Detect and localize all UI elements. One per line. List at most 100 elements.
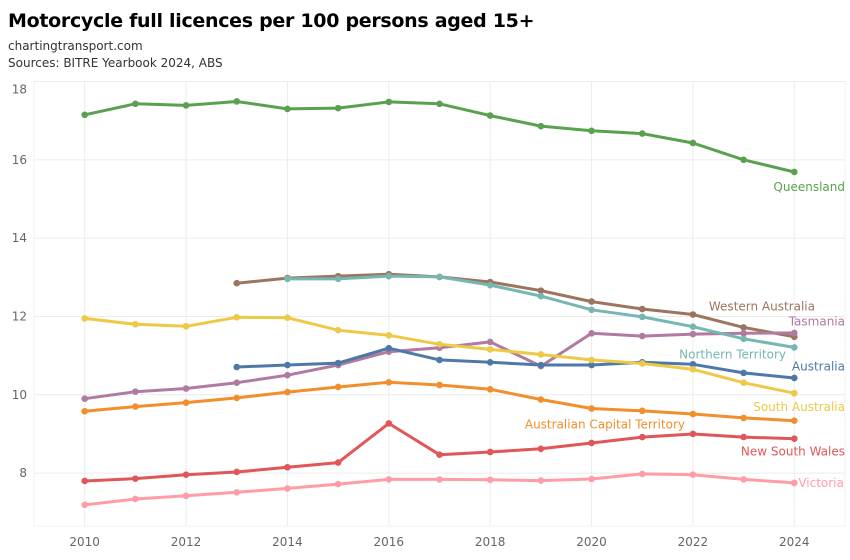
data-point <box>588 356 595 364</box>
y-tick-label: 12 <box>12 309 27 323</box>
data-point <box>537 477 545 484</box>
data-point <box>81 501 88 509</box>
data-point <box>537 396 545 403</box>
axes: 8 10 12 14 16 18 2010 2012 2014 2016 2018 2020 2022 2… <box>12 83 810 550</box>
data-point <box>436 273 443 281</box>
y-tick-label: 14 <box>12 231 27 245</box>
data-point <box>791 435 798 442</box>
series-label-victoria: Victoria <box>798 476 844 490</box>
data-point <box>537 445 545 453</box>
data-point <box>334 459 342 466</box>
data-point <box>638 433 646 441</box>
y-tick-label: 10 <box>12 388 27 402</box>
series-australia <box>233 344 798 382</box>
data-point <box>486 476 494 484</box>
data-point <box>334 275 342 283</box>
data-point <box>638 305 646 313</box>
data-point <box>334 104 342 112</box>
x-tick-label: 2024 <box>779 535 810 549</box>
data-point <box>385 98 393 106</box>
data-point <box>334 480 342 488</box>
data-point <box>638 313 646 321</box>
series-victoria <box>81 470 798 509</box>
series-queensland <box>81 98 798 176</box>
data-point <box>791 374 798 382</box>
series-label-south-australia: South Australia <box>753 400 845 414</box>
data-point <box>385 476 393 483</box>
data-point <box>689 323 697 330</box>
series-northern-territory <box>284 272 798 351</box>
data-point <box>81 315 88 322</box>
data-point <box>740 379 747 386</box>
data-point <box>638 470 646 478</box>
data-point <box>436 100 443 108</box>
series-new-south-wales <box>81 420 798 485</box>
data-point <box>791 344 798 351</box>
data-point <box>537 122 545 130</box>
y-tick-label: 8 <box>19 466 27 480</box>
data-point <box>233 489 241 496</box>
data-point <box>132 475 139 482</box>
data-point <box>537 292 545 300</box>
series-label-australia: Australia <box>792 360 845 374</box>
data-point <box>284 275 291 283</box>
series-label-new-south-wales: New South Wales <box>741 445 845 459</box>
data-point <box>588 127 595 135</box>
data-point <box>233 468 241 476</box>
series-label-northern-territory: Northern Territory <box>679 347 786 361</box>
data-point <box>791 329 798 337</box>
data-point <box>689 471 697 478</box>
data-point <box>284 105 291 113</box>
data-point <box>233 394 241 402</box>
data-point <box>81 395 88 403</box>
data-point <box>385 331 393 339</box>
data-point <box>486 338 494 346</box>
data-point <box>740 369 747 377</box>
data-point <box>588 439 595 447</box>
data-point <box>284 485 291 492</box>
series-australian-capital-territory <box>81 378 798 424</box>
data-point <box>284 388 291 396</box>
data-point <box>740 330 747 337</box>
data-point <box>334 326 342 334</box>
data-point <box>132 495 139 503</box>
data-point <box>385 420 393 427</box>
x-tick-label: 2018 <box>475 535 506 549</box>
data-point <box>740 433 747 441</box>
x-tick-label: 2022 <box>678 535 709 549</box>
gridlines <box>33 81 846 527</box>
data-point <box>284 463 291 471</box>
data-point <box>588 361 595 369</box>
data-point <box>334 359 342 367</box>
data-point <box>233 279 241 287</box>
data-point <box>689 311 697 318</box>
chart-title: Motorcycle full licences per 100 persons… <box>8 10 535 32</box>
data-point <box>486 386 494 393</box>
data-point <box>182 102 190 109</box>
data-point <box>740 476 747 483</box>
data-point <box>385 344 393 352</box>
series-label-tasmania: Tasmania <box>788 315 845 329</box>
data-point <box>132 403 139 410</box>
series-line-western-australia <box>235 272 796 339</box>
data-point <box>689 430 697 438</box>
data-point <box>689 330 697 338</box>
series-label-western-australia: Western Australia <box>709 300 815 314</box>
data-point <box>182 492 190 500</box>
data-point <box>436 356 443 364</box>
data-point <box>284 361 291 369</box>
data-point <box>81 111 88 119</box>
data-point <box>486 346 494 353</box>
data-point <box>689 139 697 147</box>
y-tick-label: 16 <box>12 153 27 167</box>
series-label-queensland: Queensland <box>773 180 845 194</box>
data-point <box>486 448 494 456</box>
data-point <box>486 112 494 119</box>
data-point <box>588 475 595 483</box>
data-point <box>588 298 595 305</box>
y-tick-label: 18 <box>12 83 27 97</box>
x-tick-label: 2010 <box>69 535 100 549</box>
series-lines <box>81 98 798 509</box>
data-point <box>334 383 342 391</box>
